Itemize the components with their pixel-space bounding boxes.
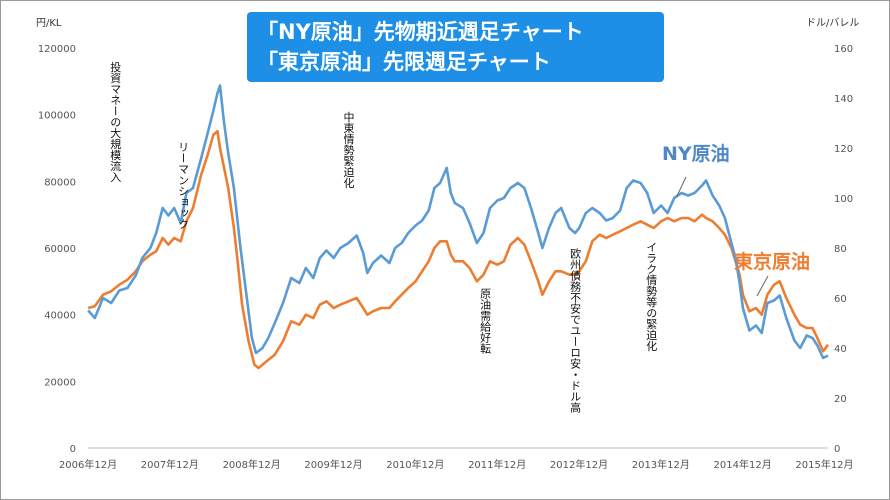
left-tick-label: 100000 <box>38 111 76 122</box>
x-tick-label: 2008年12月 <box>223 458 281 471</box>
right-tick-label: 140 <box>834 94 853 105</box>
tokyo-crude-series-line <box>87 130 830 370</box>
ny-label-leader <box>676 176 687 197</box>
left-axis-unit: 円/KL <box>36 18 62 29</box>
right-tick-label: 160 <box>834 44 853 55</box>
right-tick-label: 120 <box>834 144 853 155</box>
right-tick-label: 80 <box>834 244 847 255</box>
chart-title: 「NY原油」先物期近週足チャート 「東京原油」先限週足チャート <box>247 12 664 82</box>
ny-crude-series-line <box>87 84 829 360</box>
right-tick-label: 40 <box>834 344 847 355</box>
title-line-1: 「NY原油」先物期近週足チャート <box>257 20 584 44</box>
x-tick-label: 2014年12月 <box>714 458 772 471</box>
annotation-vertical: 投資マネーの大規模流入 <box>109 60 122 182</box>
title-line-2: 「東京原油」先限週足チャート <box>257 50 551 74</box>
left-tick-label: 120000 <box>38 44 76 55</box>
x-tick-label: 2006年12月 <box>59 458 117 471</box>
right-tick-label: 60 <box>834 294 847 305</box>
x-tick-label: 2009年12月 <box>304 458 362 471</box>
x-tick-label: 2010年12月 <box>386 458 444 471</box>
right-tick-label: 20 <box>834 394 847 405</box>
x-tick-label: 2007年12月 <box>141 458 199 471</box>
annotation-vertical: 中東情勢緊迫化 <box>342 111 355 189</box>
x-tick-label: 2013年12月 <box>632 458 690 471</box>
annotation-vertical: 欧州債務不安でユーロ安・ドル高 <box>569 248 582 414</box>
ny-series-label: NY原油 <box>662 143 730 165</box>
x-tick-label: 2015年12月 <box>795 458 853 471</box>
right-axis-unit: ドル/バレル <box>806 17 859 29</box>
tokyo-series-label: 東京原油 <box>734 250 810 273</box>
x-tick-label: 2012年12月 <box>550 458 608 471</box>
x-tick-label: 2011年12月 <box>468 458 526 471</box>
annotation-vertical: 原油需給好転 <box>479 288 492 355</box>
left-tick-label: 0 <box>70 444 76 455</box>
tokyo-label-leader <box>756 275 769 297</box>
left-tick-label: 20000 <box>44 377 76 388</box>
annotation-vertical: イラク情勢等の緊迫化 <box>645 241 658 352</box>
left-tick-label: 40000 <box>44 311 76 322</box>
right-tick-label: 0 <box>834 444 840 455</box>
annotation-vertical: リーマンショック <box>177 141 190 229</box>
right-tick-label: 100 <box>834 194 853 205</box>
left-tick-label: 60000 <box>44 244 76 255</box>
left-tick-label: 80000 <box>44 177 76 188</box>
